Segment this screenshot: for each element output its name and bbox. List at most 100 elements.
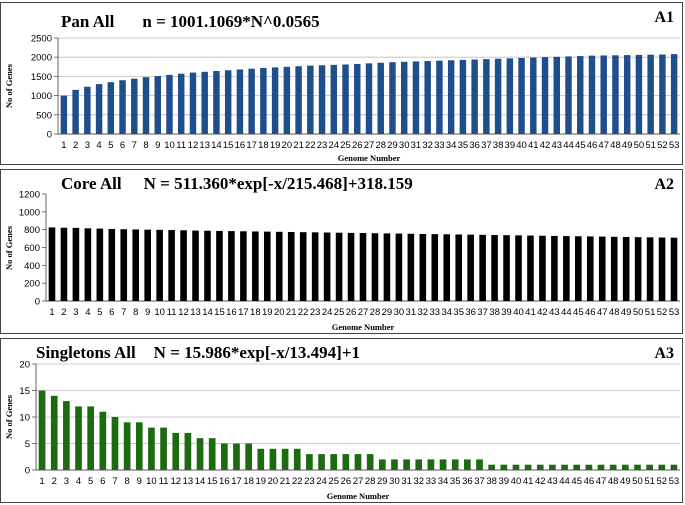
x-tick-label: 12 xyxy=(170,476,181,487)
x-tick-label: 31 xyxy=(406,307,417,318)
x-tick-label: 34 xyxy=(446,140,457,151)
bar xyxy=(132,229,140,301)
x-tick-label: 43 xyxy=(549,307,560,318)
x-tick-label: 16 xyxy=(235,140,246,151)
y-tick-label: 5 xyxy=(25,439,30,450)
bar xyxy=(311,232,319,301)
x-tick-label: 33 xyxy=(434,140,445,151)
panel-title-singletons-all: Singletons All N = 15.986*exp[-x/13.494]+… xyxy=(36,343,361,362)
x-tick-label: 17 xyxy=(238,307,249,318)
bar xyxy=(60,95,68,134)
bar xyxy=(621,464,629,470)
x-tick-label: 9 xyxy=(155,140,160,151)
x-tick-label: 43 xyxy=(551,140,562,151)
x-tick-label: 1 xyxy=(61,140,66,151)
bar xyxy=(431,234,439,301)
bar xyxy=(646,237,654,301)
bar xyxy=(72,89,79,134)
x-tick-label: 3 xyxy=(73,307,78,318)
bar xyxy=(563,236,570,301)
x-tick-label: 12 xyxy=(188,140,199,151)
y-tick-label: 500 xyxy=(36,110,52,121)
x-tick-label: 38 xyxy=(486,476,497,487)
x-tick-label: 49 xyxy=(622,140,633,151)
x-tick-label: 35 xyxy=(450,476,461,487)
x-tick-label: 6 xyxy=(120,140,125,151)
bar xyxy=(488,464,496,470)
bar xyxy=(383,233,391,301)
x-tick-label: 53 xyxy=(669,476,680,487)
bar xyxy=(658,237,666,301)
x-tick-label: 33 xyxy=(426,476,437,487)
bar xyxy=(108,228,116,301)
bar xyxy=(220,443,228,470)
y-tick-label: 0 xyxy=(47,130,52,141)
x-tick-label: 2 xyxy=(73,140,78,151)
bar xyxy=(670,464,678,470)
bar xyxy=(391,459,398,470)
bar xyxy=(551,235,558,301)
bar xyxy=(400,61,408,134)
bar xyxy=(144,229,151,301)
bar xyxy=(597,464,605,470)
bar xyxy=(598,236,606,301)
bar xyxy=(323,232,331,301)
bar xyxy=(389,62,396,134)
y-tick-label: 400 xyxy=(24,261,40,272)
bar xyxy=(224,70,232,134)
bar xyxy=(670,237,678,301)
y-tick-label: 0 xyxy=(25,466,30,477)
equation-singletons-all: N = 15.986*exp[-x/13.494]+1 xyxy=(153,343,361,362)
bar xyxy=(471,59,478,135)
bar xyxy=(483,59,490,135)
bar xyxy=(565,56,572,134)
x-tick-label: 14 xyxy=(211,140,222,151)
bar xyxy=(527,235,534,301)
x-tick-label: 42 xyxy=(540,140,551,151)
bar xyxy=(659,54,666,134)
x-tick-label: 22 xyxy=(292,476,303,487)
bar xyxy=(623,55,631,135)
bar xyxy=(260,67,267,134)
bar xyxy=(588,55,596,134)
bar xyxy=(248,68,255,134)
bar xyxy=(573,464,581,470)
bar xyxy=(240,231,247,301)
x-tick-label: 49 xyxy=(621,307,632,318)
x-tick-label: 4 xyxy=(85,307,90,318)
x-tick-label: 21 xyxy=(280,476,291,487)
x-tick-label: 27 xyxy=(358,307,369,318)
bar xyxy=(354,454,362,470)
bar xyxy=(38,390,46,470)
x-tick-label: 18 xyxy=(250,307,261,318)
equation-core-all: N = 511.360*exp[-x/215.468]+318.159 xyxy=(143,174,413,193)
bar xyxy=(84,86,91,134)
x-tick-label: 22 xyxy=(305,140,316,151)
bar xyxy=(575,236,582,301)
bar xyxy=(670,54,678,134)
x-tick-label: 22 xyxy=(298,307,309,318)
x-tick-label: 47 xyxy=(596,476,607,487)
bar xyxy=(359,233,367,301)
bar xyxy=(201,71,208,134)
bar xyxy=(494,58,502,134)
x-tick-label: 7 xyxy=(132,140,137,151)
bar xyxy=(213,71,220,134)
y-tick-label: 600 xyxy=(24,243,40,254)
x-tick-label: 15 xyxy=(214,307,225,318)
bar xyxy=(479,234,486,301)
x-tick-label: 28 xyxy=(365,476,376,487)
bar xyxy=(455,234,462,301)
bar xyxy=(530,57,537,134)
x-tick-label: 15 xyxy=(207,476,218,487)
bar xyxy=(424,61,431,134)
bar xyxy=(131,78,138,134)
bar xyxy=(252,231,259,301)
bar xyxy=(208,438,216,470)
x-tick-label: 14 xyxy=(202,307,213,318)
bar xyxy=(287,231,295,301)
x-tick-label: 12 xyxy=(178,307,189,318)
x-tick-label: 13 xyxy=(190,307,201,318)
bar xyxy=(407,233,415,301)
